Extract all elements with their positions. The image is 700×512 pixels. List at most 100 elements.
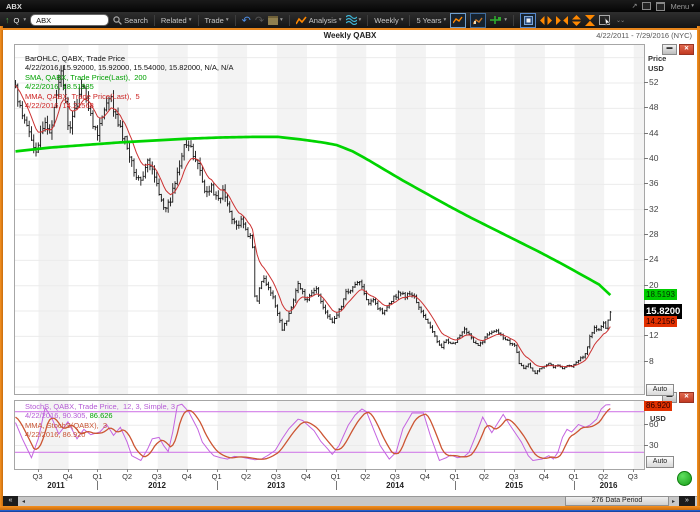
quarter-label: Q3 bbox=[389, 472, 400, 481]
chevron-more-icon[interactable]: ⌄⌄ bbox=[616, 17, 625, 24]
panel-icon bbox=[523, 15, 533, 25]
price-axis-title: Price bbox=[648, 54, 667, 63]
year-label: 2015 bbox=[505, 481, 523, 490]
expand-vertical-button[interactable] bbox=[572, 14, 582, 26]
layout-folder-button[interactable]: ▾ bbox=[268, 15, 283, 25]
quarter-label: Q2 bbox=[478, 472, 489, 481]
quarter-label: Q4 bbox=[62, 472, 73, 481]
toolbar-separator bbox=[0, 28, 700, 30]
collapse-horizontal-button[interactable] bbox=[556, 15, 569, 25]
window-border-right bbox=[697, 26, 700, 506]
stochastic-chart[interactable] bbox=[15, 401, 645, 469]
collapse-horizontal-icon bbox=[556, 15, 569, 25]
quarter-label: Q3 bbox=[151, 472, 162, 481]
scrollbar-far-left-button[interactable]: « bbox=[3, 496, 18, 506]
pin-icon[interactable] bbox=[642, 2, 652, 10]
stoch-axis-title: Value bbox=[650, 400, 670, 409]
price-tick-label: 20 bbox=[649, 279, 659, 290]
stoch-axis-currency: USD bbox=[650, 414, 666, 423]
connection-status-icon bbox=[677, 471, 692, 486]
close-icon[interactable]: ✕ bbox=[679, 44, 694, 55]
price-tick-label: 44 bbox=[649, 127, 659, 138]
redo-icon[interactable]: ↷ bbox=[254, 14, 265, 27]
zoom-select-button[interactable] bbox=[599, 14, 612, 26]
chevron-down-icon[interactable]: ▾ bbox=[23, 17, 27, 23]
price-tick-label: 48 bbox=[649, 102, 659, 113]
symbol-input[interactable] bbox=[30, 14, 110, 26]
undo-icon[interactable]: ↶ bbox=[241, 14, 251, 27]
stoch-axis-auto-button[interactable]: Auto bbox=[646, 456, 674, 468]
compare-menu[interactable]: ▾ bbox=[345, 15, 361, 25]
price-chart[interactable] bbox=[14, 45, 645, 394]
indicator-button[interactable]: ▾ bbox=[490, 15, 507, 26]
last-price-badge: 15.8200 bbox=[644, 303, 683, 319]
search-button[interactable]: Search bbox=[113, 16, 148, 25]
quarter-label: Q1 bbox=[568, 472, 579, 481]
year-label: 2011 bbox=[47, 481, 65, 490]
year-separator bbox=[97, 481, 99, 490]
close-icon[interactable]: ✕ bbox=[679, 392, 694, 403]
mma-badge: 14.2156 bbox=[644, 315, 677, 327]
price-tick-label: 12 bbox=[649, 330, 659, 341]
symbol-up-icon[interactable]: ↑ bbox=[5, 15, 10, 25]
quarter-label: Q3 bbox=[32, 472, 43, 481]
hourglass-icon bbox=[585, 14, 596, 26]
price-tick-label: 24 bbox=[649, 254, 659, 265]
expand-horizontal-icon bbox=[540, 15, 553, 25]
quarter-label: Q2 bbox=[122, 472, 133, 481]
quarter-label: Q4 bbox=[419, 472, 430, 481]
chart-style-line-button[interactable] bbox=[450, 12, 467, 28]
price-tick-label: 40 bbox=[649, 153, 659, 163]
quote-button[interactable]: Q bbox=[13, 15, 20, 25]
window-title: ABX bbox=[6, 1, 22, 11]
chart-style-bar-button[interactable] bbox=[470, 12, 487, 28]
menu-button[interactable]: Menu ▾ bbox=[670, 1, 694, 11]
year-label: 2016 bbox=[599, 481, 618, 490]
pop-out-icon[interactable]: ↗ bbox=[631, 3, 638, 10]
quarter-label: Q4 bbox=[300, 472, 311, 481]
quarter-label: Q1 bbox=[330, 472, 341, 481]
scrollbar-right-arrow[interactable]: ▸ bbox=[672, 499, 676, 505]
chevron-down-icon: ▾ bbox=[691, 3, 694, 9]
search-icon bbox=[113, 15, 122, 25]
year-separator bbox=[454, 481, 456, 490]
panel-settings-button[interactable] bbox=[520, 12, 537, 28]
trade-menu[interactable]: Trade ▾ bbox=[204, 15, 229, 25]
minimize-icon[interactable]: ▬ bbox=[662, 44, 677, 55]
quarter-label: Q4 bbox=[538, 472, 549, 481]
expand-horizontal-button[interactable] bbox=[540, 15, 553, 25]
year-separator bbox=[216, 481, 218, 490]
scrollbar-track[interactable] bbox=[18, 496, 697, 507]
quarter-label: Q3 bbox=[270, 472, 281, 481]
scrollbar-far-right-button[interactable]: » bbox=[679, 496, 695, 506]
quarter-label: Q2 bbox=[241, 472, 252, 481]
quarter-label: Q3 bbox=[508, 472, 519, 481]
price-tick-label: 36 bbox=[649, 178, 659, 189]
analysis-menu[interactable]: Analysis ▾ bbox=[295, 16, 342, 25]
window-icon[interactable] bbox=[656, 1, 666, 11]
time-delay-button[interactable] bbox=[585, 14, 596, 26]
year-label: 2014 bbox=[386, 481, 404, 490]
related-menu[interactable]: Related ▾ bbox=[160, 15, 192, 25]
indicator-icon bbox=[490, 15, 502, 24]
analysis-icon bbox=[295, 16, 307, 24]
price-axis-auto-button[interactable]: Auto bbox=[646, 384, 674, 396]
year-separator bbox=[335, 481, 337, 490]
chart-title: Weekly QABX bbox=[323, 31, 377, 40]
price-axis-currency: USD bbox=[648, 64, 664, 73]
stoch-tick-label: 30 bbox=[649, 439, 659, 450]
periodicity-menu[interactable]: Weekly ▾ bbox=[374, 15, 404, 25]
sma-badge: 18.5193 bbox=[644, 288, 677, 300]
price-panel-controls: ▬ ✕ bbox=[662, 44, 694, 55]
year-separator bbox=[573, 481, 575, 490]
quarter-label: Q3 bbox=[627, 472, 638, 481]
scrollbar-left-arrow[interactable]: ◂ bbox=[22, 499, 26, 505]
expand-vertical-icon bbox=[572, 14, 582, 26]
waves-icon bbox=[345, 15, 357, 25]
range-menu[interactable]: 5 Years ▾ bbox=[416, 15, 447, 25]
scrollbar-thumb[interactable]: 276 Data Period bbox=[565, 496, 669, 506]
line-chart-icon bbox=[453, 16, 463, 23]
bottom-highlight-bar bbox=[0, 509, 700, 512]
selection-rect-icon bbox=[599, 14, 611, 26]
